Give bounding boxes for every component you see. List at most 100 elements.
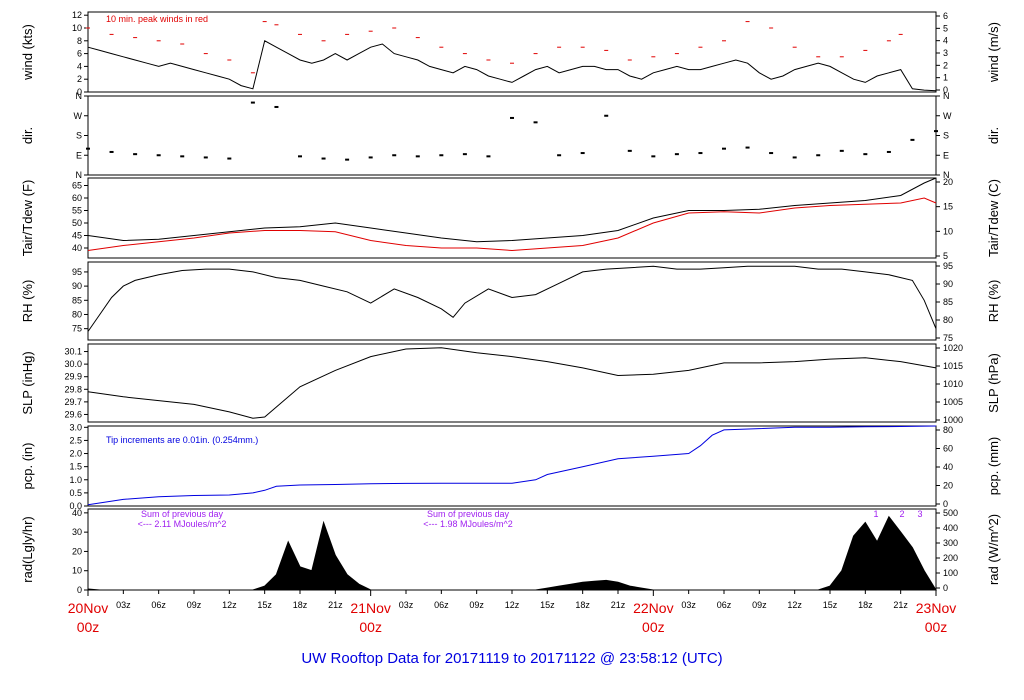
right-tick-label: 6 xyxy=(943,11,948,21)
right-tick-label: 85 xyxy=(943,297,953,307)
x-tick-label: 06z xyxy=(151,600,166,610)
left-tick-label: 95 xyxy=(72,267,82,277)
y-axis-label-right: pcp. (mm) xyxy=(986,437,1001,496)
right-tick-label: 80 xyxy=(943,425,953,435)
right-tick-label: W xyxy=(943,111,952,121)
left-tick-label: 12 xyxy=(72,10,82,20)
tair-line xyxy=(87,177,937,243)
right-tick-label: 1015 xyxy=(943,361,963,371)
x-tick-label: 03z xyxy=(681,600,696,610)
x-tick-label: 21z xyxy=(611,600,626,610)
day-time-label: 00z xyxy=(642,619,665,635)
y-axis-label-left: SLP (inHg) xyxy=(20,351,35,414)
direction-point xyxy=(368,156,373,159)
direction-point xyxy=(745,146,750,149)
right-tick-label: N xyxy=(943,170,950,180)
x-tick-label: 03z xyxy=(399,600,414,610)
direction-point xyxy=(934,130,938,133)
right-tick-label: 60 xyxy=(943,444,953,454)
direction-point xyxy=(227,157,232,160)
direction-point xyxy=(298,155,302,158)
left-tick-label: 10 xyxy=(72,23,82,33)
right-tick-label: 0 xyxy=(943,85,948,95)
direction-point xyxy=(557,154,562,157)
x-tick-label: 15z xyxy=(823,600,838,610)
panel-frame xyxy=(87,177,937,259)
y-axis-label-left: pcp. (in) xyxy=(20,443,35,490)
left-tick-label: 65 xyxy=(72,181,82,191)
right-tick-label: 1 xyxy=(943,73,948,83)
panel-slp: 29.6 29.7 29.8 29.9 30.0 30.1 1000 1005 1010 1015… xyxy=(20,343,1001,425)
day-label: 21Nov xyxy=(350,600,390,616)
direction-point xyxy=(321,157,326,160)
tdew-line xyxy=(87,197,937,252)
x-tick-label: 18z xyxy=(575,600,590,610)
y-axis-label-left: RH (%) xyxy=(20,280,35,323)
right-tick-label: 95 xyxy=(943,261,953,271)
left-tick-label: 85 xyxy=(72,295,82,305)
direction-point xyxy=(651,155,656,158)
right-tick-label: 1020 xyxy=(943,343,963,353)
y-axis-label-left: Tair/Tdew (F) xyxy=(20,180,35,257)
right-tick-label: N xyxy=(943,91,950,101)
right-tick-label: 20 xyxy=(943,177,953,187)
right-tick-label: 2 xyxy=(943,60,948,70)
x-tick-label: 09z xyxy=(752,600,767,610)
y-axis-label-left: wind (kts) xyxy=(20,24,35,81)
x-tick-label: 09z xyxy=(469,600,484,610)
right-tick-label: 20 xyxy=(943,481,953,491)
right-tick-label: 200 xyxy=(943,553,958,563)
left-tick-label: N xyxy=(76,91,83,101)
right-tick-label: 500 xyxy=(943,508,958,518)
y-axis-label-right: rad (W/m^2) xyxy=(986,514,1001,585)
direction-point xyxy=(415,155,420,158)
x-tick-label: 18z xyxy=(293,600,308,610)
left-tick-label: 29.7 xyxy=(64,397,82,407)
left-tick-label: S xyxy=(76,131,82,141)
left-tick-label: 1.5 xyxy=(69,462,82,472)
rad-marker-label: 1 xyxy=(873,509,878,519)
left-tick-label: 90 xyxy=(72,281,82,291)
left-tick-label: 20 xyxy=(72,546,82,556)
left-tick-label: 45 xyxy=(72,231,82,241)
x-tick-label: 21z xyxy=(893,600,908,610)
rad-note-line1: Sum of previous day xyxy=(427,509,510,519)
right-tick-label: 5 xyxy=(943,251,948,261)
x-tick-label: 06z xyxy=(434,600,449,610)
direction-point xyxy=(86,147,90,150)
x-tick-label: 12z xyxy=(505,600,520,610)
right-tick-label: 3 xyxy=(943,48,948,58)
direction-point xyxy=(910,138,915,141)
panel-frame xyxy=(87,11,937,93)
direction-point xyxy=(722,147,726,150)
y-axis-label-left: dir. xyxy=(20,127,35,144)
left-tick-label: 8 xyxy=(77,36,82,46)
y-axis-label-right: wind (m/s) xyxy=(986,22,1001,83)
y-axis-label-right: SLP (hPa) xyxy=(986,353,1001,413)
panel-frame xyxy=(87,343,937,423)
direction-point xyxy=(674,153,679,156)
right-tick-label: 40 xyxy=(943,462,953,472)
left-tick-label: 40 xyxy=(72,508,82,518)
direction-point xyxy=(109,150,114,153)
right-tick-label: 80 xyxy=(943,315,953,325)
x-tick-label: 12z xyxy=(787,600,802,610)
direction-point xyxy=(156,154,161,157)
left-tick-label: 0 xyxy=(77,87,82,97)
day-time-label: 00z xyxy=(359,619,382,635)
y-axis-label-right: RH (%) xyxy=(986,280,1001,323)
panel-rh: 75 80 85 90 95 75 80 85 90 95 RH (%) RH (%) xyxy=(20,261,1001,343)
right-tick-label: 300 xyxy=(943,538,958,548)
rad-marker-label: 3 xyxy=(917,509,922,519)
direction-point xyxy=(486,155,491,158)
left-tick-label: 0.5 xyxy=(69,488,82,498)
left-tick-label: 80 xyxy=(72,309,82,319)
right-tick-label: 0 xyxy=(943,499,948,509)
day-time-label: 00z xyxy=(925,619,948,635)
pcp-line xyxy=(87,425,937,506)
left-tick-label: N xyxy=(76,170,83,180)
direction-point xyxy=(580,152,585,155)
direction-point xyxy=(345,158,350,161)
